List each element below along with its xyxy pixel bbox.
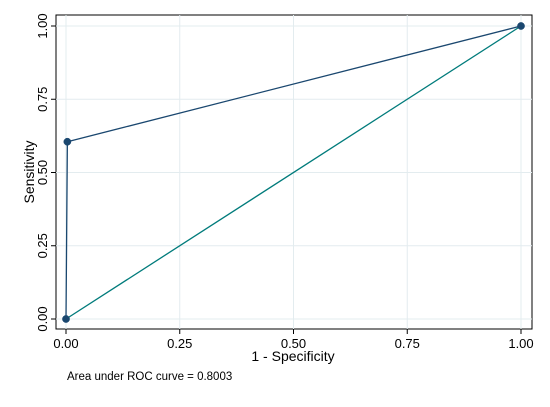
roc-curve-point	[517, 22, 525, 30]
y-tick-label: 1.00	[35, 13, 50, 38]
x-tick-label: 1.00	[508, 336, 533, 351]
y-tick-label: 0.25	[35, 233, 50, 258]
x-tick-label: 0.75	[395, 336, 420, 351]
x-tick-label: 0.25	[167, 336, 192, 351]
roc-curve-point	[63, 137, 72, 146]
auc-note: Area under ROC curve = 0.8003	[67, 371, 232, 383]
y-tick-label: 0.00	[35, 306, 50, 331]
x-tick-label: 0.00	[53, 336, 78, 351]
roc-curve-point	[62, 315, 70, 323]
x-axis-title: 1 - Specificity	[251, 348, 334, 364]
reference-line-line	[65, 25, 522, 320]
y-tick-label: 0.75	[35, 87, 50, 112]
y-axis-title: Sensitivity	[21, 140, 37, 203]
x-tick-label: 0.50	[281, 336, 306, 351]
y-tick-label: 0.50	[35, 160, 50, 185]
